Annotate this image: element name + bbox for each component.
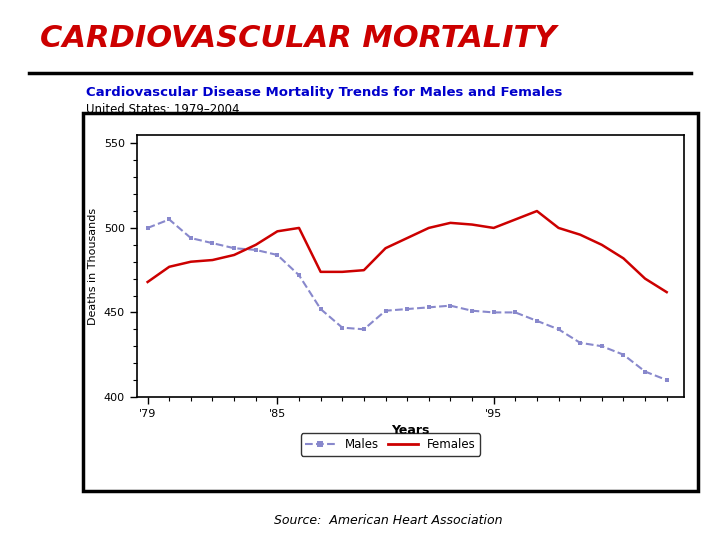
- Females: [359, 267, 368, 273]
- Females: [446, 220, 455, 226]
- Females: [208, 257, 217, 264]
- Legend: Males, Females: Males, Females: [301, 434, 480, 456]
- Males: [598, 343, 606, 349]
- Males: [554, 326, 563, 333]
- Females: [338, 268, 346, 275]
- Males: [251, 247, 260, 253]
- Males: [446, 302, 455, 309]
- Males: [641, 368, 649, 375]
- Females: [468, 221, 477, 228]
- Females: [554, 225, 563, 231]
- Females: [294, 225, 303, 231]
- Males: [273, 252, 282, 258]
- Males: [186, 235, 195, 241]
- Females: [425, 225, 433, 231]
- Males: [294, 272, 303, 279]
- Line: Males: Males: [145, 217, 669, 382]
- Females: [533, 208, 541, 214]
- Males: [165, 216, 174, 222]
- Females: [273, 228, 282, 234]
- Females: [381, 245, 390, 252]
- X-axis label: Years: Years: [391, 424, 430, 437]
- Females: [490, 225, 498, 231]
- Males: [402, 306, 411, 312]
- Text: Source:  American Heart Association: Source: American Heart Association: [274, 514, 502, 526]
- Females: [186, 259, 195, 265]
- Females: [230, 252, 238, 258]
- Females: [165, 264, 174, 270]
- Text: CARDIOVASCULAR MORTALITY: CARDIOVASCULAR MORTALITY: [40, 24, 556, 53]
- Females: [402, 235, 411, 241]
- Males: [381, 307, 390, 314]
- Females: [619, 255, 628, 261]
- Females: [511, 216, 520, 222]
- Males: [425, 304, 433, 310]
- Males: [316, 306, 325, 312]
- Males: [619, 352, 628, 358]
- Text: Cardiovascular Disease Mortality Trends for Males and Females: Cardiovascular Disease Mortality Trends …: [86, 86, 563, 99]
- Males: [662, 377, 671, 383]
- Males: [230, 245, 238, 252]
- Males: [533, 318, 541, 324]
- Line: Females: Females: [148, 211, 667, 292]
- Females: [576, 232, 585, 238]
- Females: [662, 289, 671, 295]
- Text: United States: 1979–2004: United States: 1979–2004: [86, 103, 240, 116]
- Males: [468, 307, 477, 314]
- Females: [598, 241, 606, 248]
- Males: [208, 240, 217, 246]
- Males: [338, 325, 346, 331]
- Females: [316, 268, 325, 275]
- Females: [641, 275, 649, 282]
- Males: [511, 309, 520, 316]
- Females: [251, 241, 260, 248]
- Females: [143, 279, 152, 285]
- Males: [359, 326, 368, 333]
- Males: [576, 340, 585, 346]
- Y-axis label: Deaths in Thousands: Deaths in Thousands: [89, 207, 99, 325]
- Males: [490, 309, 498, 316]
- Males: [143, 225, 152, 231]
